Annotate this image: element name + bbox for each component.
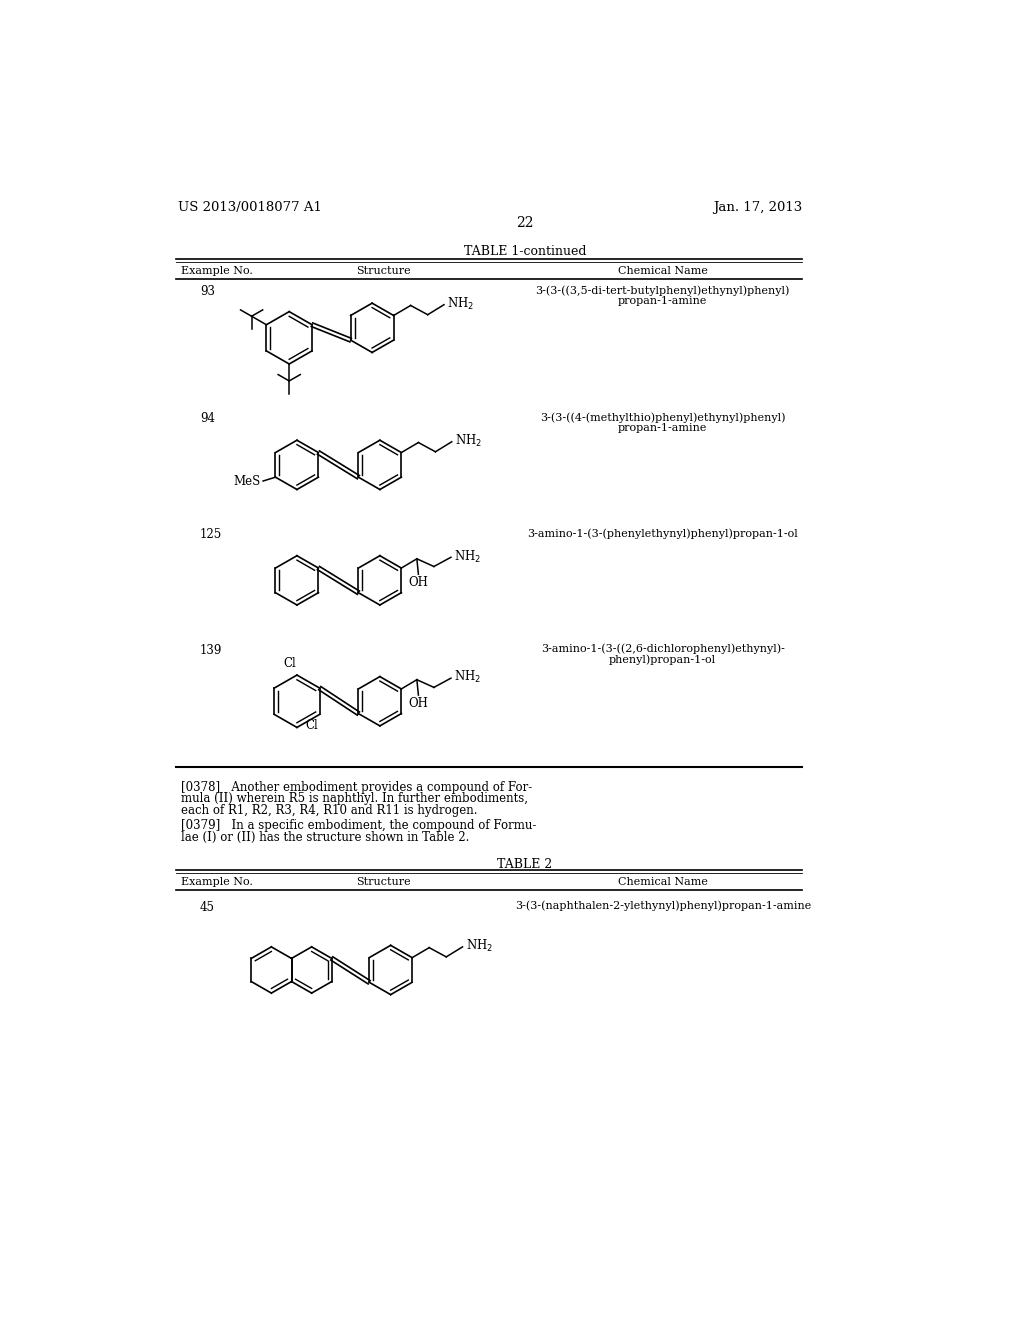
- Text: Cl: Cl: [283, 657, 296, 671]
- Text: Chemical Name: Chemical Name: [617, 267, 708, 276]
- Text: MeS: MeS: [233, 474, 261, 487]
- Text: [0379]   In a specific embodiment, the compound of Formu-: [0379] In a specific embodiment, the com…: [180, 818, 537, 832]
- Text: Structure: Structure: [356, 876, 411, 887]
- Text: Chemical Name: Chemical Name: [617, 876, 708, 887]
- Text: 22: 22: [516, 216, 534, 230]
- Text: Jan. 17, 2013: Jan. 17, 2013: [713, 201, 802, 214]
- Text: Example No.: Example No.: [181, 876, 253, 887]
- Text: US 2013/0018077 A1: US 2013/0018077 A1: [178, 201, 323, 214]
- Text: TABLE 1-continued: TABLE 1-continued: [464, 244, 586, 257]
- Text: [0378]   Another embodiment provides a compound of For-: [0378] Another embodiment provides a com…: [180, 780, 531, 793]
- Text: propan-1-amine: propan-1-amine: [618, 296, 708, 306]
- Text: TABLE 2: TABLE 2: [498, 858, 552, 871]
- Text: each of R1, R2, R3, R4, R10 and R11 is hydrogen.: each of R1, R2, R3, R4, R10 and R11 is h…: [180, 804, 477, 817]
- Text: phenyl)propan-1-ol: phenyl)propan-1-ol: [609, 655, 717, 665]
- Text: 3-(3-((3,5-di-tert-butylphenyl)ethynyl)phenyl): 3-(3-((3,5-di-tert-butylphenyl)ethynyl)p…: [536, 285, 790, 296]
- Text: Structure: Structure: [356, 267, 411, 276]
- Text: 3-amino-1-(3-((2,6-dichlorophenyl)ethynyl)-: 3-amino-1-(3-((2,6-dichlorophenyl)ethyny…: [541, 644, 784, 655]
- Text: Cl: Cl: [306, 719, 318, 733]
- Text: 94: 94: [200, 412, 215, 425]
- Text: 139: 139: [200, 644, 222, 656]
- Text: OH: OH: [409, 576, 428, 589]
- Text: 3-(3-((4-(methylthio)phenyl)ethynyl)phenyl): 3-(3-((4-(methylthio)phenyl)ethynyl)phen…: [540, 412, 785, 424]
- Text: 3-(3-(naphthalen-2-ylethynyl)phenyl)propan-1-amine: 3-(3-(naphthalen-2-ylethynyl)phenyl)prop…: [515, 900, 811, 911]
- Text: 3-amino-1-(3-(phenylethynyl)phenyl)propan-1-ol: 3-amino-1-(3-(phenylethynyl)phenyl)propa…: [527, 528, 798, 539]
- Text: NH$_2$: NH$_2$: [455, 433, 482, 449]
- Text: lae (I) or (II) has the structure shown in Table 2.: lae (I) or (II) has the structure shown …: [180, 830, 469, 843]
- Text: OH: OH: [409, 697, 428, 710]
- Text: 93: 93: [200, 285, 215, 298]
- Text: NH$_2$: NH$_2$: [447, 296, 474, 312]
- Text: mula (II) wherein R5 is naphthyl. In further embodiments,: mula (II) wherein R5 is naphthyl. In fur…: [180, 792, 527, 805]
- Text: propan-1-amine: propan-1-amine: [618, 424, 708, 433]
- Text: 125: 125: [200, 528, 222, 541]
- Text: Example No.: Example No.: [181, 267, 253, 276]
- Text: NH$_2$: NH$_2$: [454, 548, 481, 565]
- Text: NH$_2$: NH$_2$: [454, 669, 481, 685]
- Text: NH$_2$: NH$_2$: [466, 939, 493, 954]
- Text: 45: 45: [200, 900, 215, 913]
